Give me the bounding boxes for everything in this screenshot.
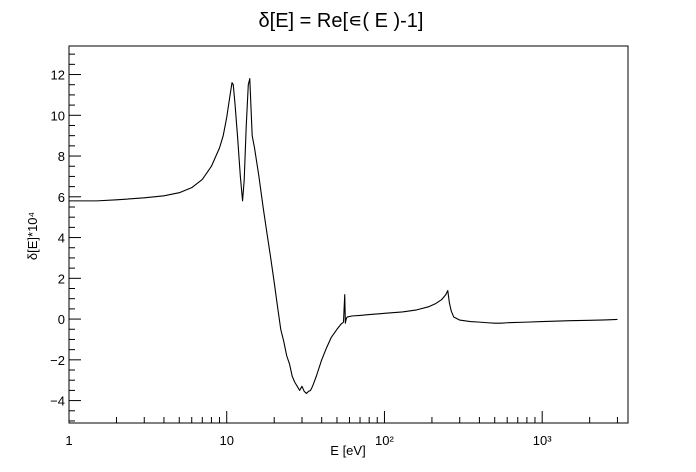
plot-area: 1 10 10² 10³ −4 −2 0 2 4 6 8 10 12 [50,45,629,448]
y-tick-label: 10 [51,108,65,123]
x-tick-label: 1 [65,433,72,448]
y-tick-label: −2 [50,353,65,368]
x-axis-label: E [eV] [330,443,365,458]
y-tick-label: 8 [58,149,65,164]
x-tick-label: 10² [375,433,394,448]
y-tick-label: 4 [58,231,65,246]
y-tick-label: 2 [58,271,65,286]
x-tick-label: 10 [219,433,233,448]
series-line-0 [69,78,618,395]
y-tick-label: −4 [50,394,65,409]
y-tick-label: 12 [51,68,65,83]
x-tick-label: 10³ [533,433,552,448]
y-tick-label: 0 [58,312,65,327]
y-axis-label: δ[E]*10⁴ [25,212,40,260]
y-tick-label: 6 [58,190,65,205]
chart-title: δ[E] = Re[∊( E )-1] [259,10,424,32]
plot-frame [68,45,629,424]
